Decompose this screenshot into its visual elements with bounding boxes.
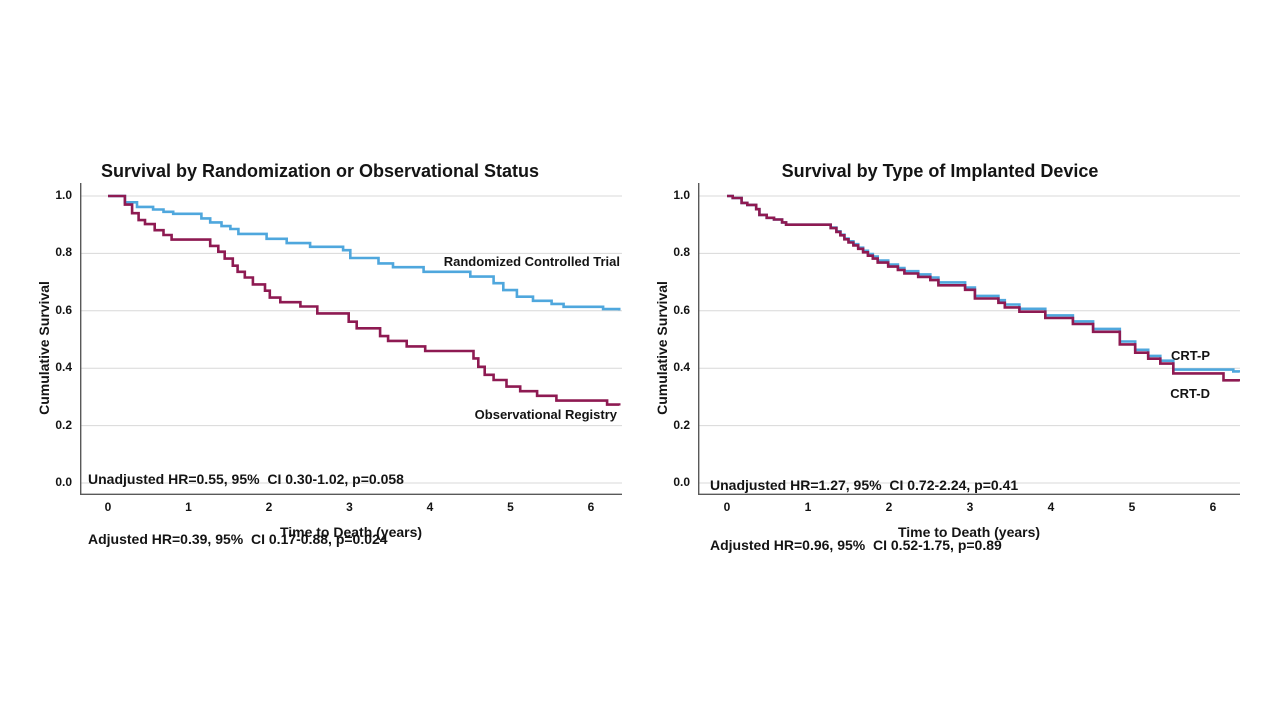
y-tick-label: 0.2: [673, 417, 690, 432]
x-tick-label: 1: [804, 500, 812, 514]
plot-area: [80, 183, 622, 495]
x-tick-label: 2: [885, 500, 893, 514]
y-tick-label: 0.6: [55, 302, 72, 317]
y-tick-label: 0.4: [55, 360, 72, 375]
y-tick-label: 0.2: [55, 417, 72, 432]
y-tick-label: 0.8: [673, 245, 690, 260]
series-label-crt-p: CRT-P: [1171, 348, 1210, 363]
x-tick-label: 6: [1209, 500, 1217, 514]
x-tick-label: 0: [723, 500, 731, 514]
series-label-crt-d: CRT-D: [1170, 386, 1210, 401]
survival-curve-crt-p: [727, 194, 1240, 373]
x-tick-label: 2: [265, 500, 273, 514]
y-tick-label: 0.0: [55, 475, 72, 489]
x-tick-label: 3: [966, 500, 974, 514]
plot-area: [698, 183, 1240, 495]
x-tick-label: 5: [1128, 500, 1136, 514]
y-axis-title: Cumulative Survival: [654, 281, 670, 415]
x-axis-title: Time to Death (years): [897, 524, 1041, 540]
chart-title: Survival by Randomization or Observation…: [100, 160, 540, 181]
x-tick-label: 5: [507, 500, 514, 514]
series-label-observational-registry: Observational Registry: [474, 407, 617, 422]
y-tick-label: 0.8: [55, 245, 72, 260]
annotation-line-unadjusted: Unadjusted HR=0.55, 95% CI 0.30-1.02, p=…: [88, 471, 404, 487]
y-tick-label: 1.0: [673, 188, 690, 202]
hazard-ratio-annotation: Unadjusted HR=1.27, 95% CI 0.72-2.24, p=…: [710, 435, 1018, 595]
hazard-ratio-annotation: Unadjusted HR=0.55, 95% CI 0.30-1.02, p=…: [88, 429, 404, 589]
x-tick-label: 1: [185, 500, 192, 514]
series-label-randomized-controlled-trial: Randomized Controlled Trial: [443, 254, 620, 269]
annotation-line-unadjusted: Unadjusted HR=1.27, 95% CI 0.72-2.24, p=…: [710, 477, 1019, 493]
y-tick-label: 0.4: [673, 360, 690, 375]
x-tick-label: 3: [346, 500, 353, 514]
survival-curve-crt-d: [727, 194, 1240, 382]
x-tick-label: 6: [587, 500, 595, 514]
y-tick-label: 0.6: [673, 302, 690, 317]
x-tick-label: 0: [104, 500, 112, 514]
annotation-line-adjusted: Adjusted HR=0.39, 95% CI 0.17-0.88, p=0.…: [88, 531, 388, 547]
x-tick-label: 4: [426, 500, 434, 514]
survival-curve-randomized-controlled-trial: [108, 194, 621, 311]
survival-curve-observational-registry: [108, 194, 621, 406]
x-tick-label: 4: [1047, 500, 1055, 514]
y-tick-label: 1.0: [55, 188, 72, 202]
x-axis-title: Time to Death (years): [279, 524, 423, 540]
y-tick-label: 0.0: [673, 475, 690, 489]
annotation-line-adjusted: Adjusted HR=0.96, 95% CI 0.52-1.75, p=0.…: [710, 537, 1002, 553]
chart-title: Survival by Type of Implanted Device: [781, 160, 1099, 181]
